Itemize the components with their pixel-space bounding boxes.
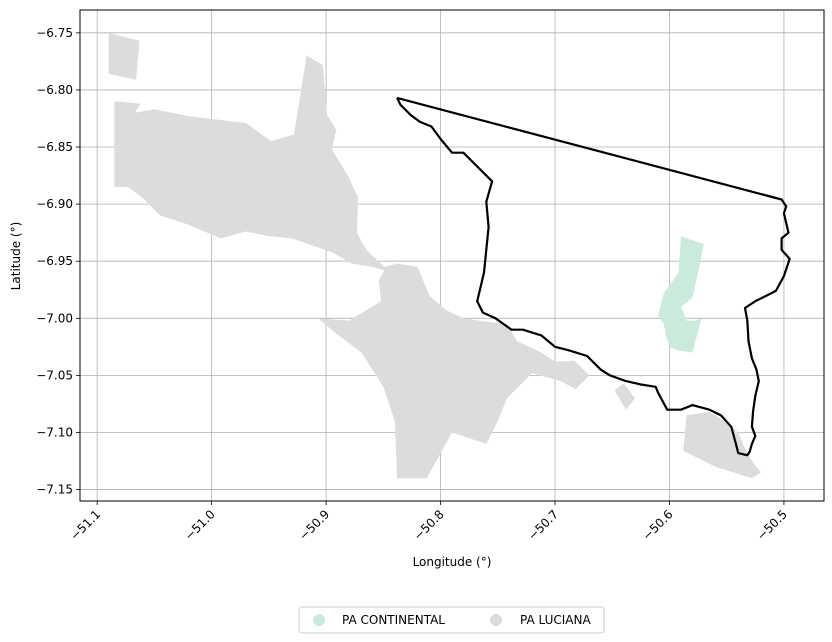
polygon-pa-luciana [108,32,140,80]
x-tick-label: −50.9 [296,507,332,543]
y-tick-label: −6.95 [36,254,73,268]
plot-frame [79,9,825,502]
legend: PA CONTINENTAL PA LUCIANA [298,606,605,634]
y-tick-label: −7.15 [36,483,73,497]
legend-swatch-pa-luciana [490,614,502,626]
y-axis-ticks: −6.75 −6.80 −6.85 −6.90 −6.95 −7.00 −7.05 −7.10… [36,26,80,497]
x-tick-label: −50.6 [640,507,676,543]
legend-box [298,606,605,634]
x-tick-label: −50.5 [754,507,790,543]
polygon-pa-luciana [614,383,636,410]
y-tick-label: −6.85 [36,140,73,154]
x-axis-label: Longitude (°) [413,555,492,569]
polygon-pa-luciana [114,55,590,479]
polygon-pa-luciana [683,411,761,479]
x-tick-label: −50.8 [411,507,447,543]
legend-swatch-pa-continental [313,614,325,626]
y-tick-label: −6.80 [36,83,73,97]
x-axis-ticks: −51.1 −51.0 −50.9 −50.8 −50.7 −50.6 −50.5 [67,501,790,543]
outline-layer [396,96,791,457]
y-tick-label: −7.05 [36,368,73,382]
y-tick-label: −6.90 [36,197,73,211]
x-tick-label: −51.1 [67,507,103,543]
legend-label-pa-continental: PA CONTINENTAL [342,613,445,627]
legend-label-pa-luciana: PA LUCIANA [520,613,591,627]
y-axis-label: Latitude (°) [9,222,23,291]
polygon-pa-continental [658,236,704,353]
polygon-layer [108,32,761,479]
boundary-outline [396,96,791,457]
y-tick-label: −7.10 [36,425,73,439]
x-tick-label: −51.0 [182,507,218,543]
y-tick-label: −7.00 [36,311,73,325]
x-tick-label: −50.7 [525,507,561,543]
y-tick-label: −6.75 [36,26,73,40]
